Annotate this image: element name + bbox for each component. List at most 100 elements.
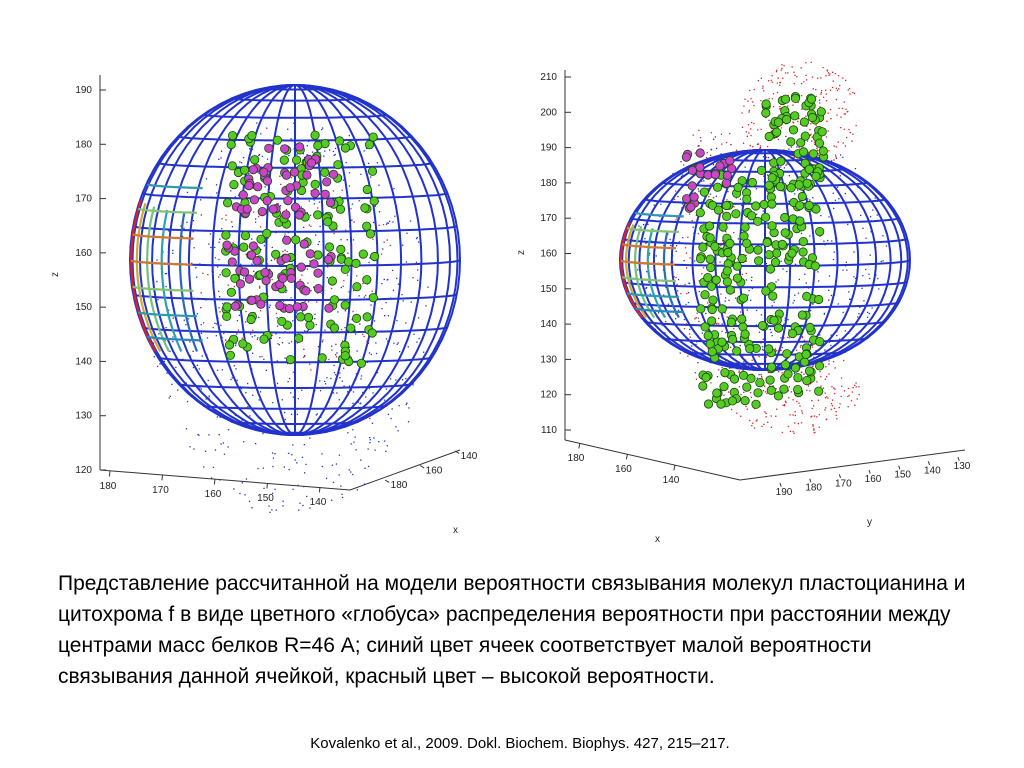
right-density-dot <box>788 386 791 388</box>
right-density-dot <box>826 70 829 72</box>
left-density-dot <box>385 302 387 304</box>
left-density-dot <box>268 505 270 507</box>
right-density-dot <box>705 157 708 159</box>
right-density-dot <box>810 382 812 384</box>
left-density-dot <box>282 500 284 502</box>
right-density-dot <box>683 260 685 262</box>
left-plastocyanin-atom <box>358 249 368 259</box>
left-density-dot <box>245 321 247 323</box>
left-density-dot <box>259 287 261 289</box>
right-density-dot <box>835 157 838 159</box>
left-density-dot <box>241 419 243 421</box>
right-density-dot <box>762 156 765 158</box>
right-density-dot <box>748 132 750 134</box>
left-x-tick-label: 140 <box>310 497 327 508</box>
right-density-dot <box>708 196 710 198</box>
left-density-dot <box>271 492 274 494</box>
right-plastocyanin-atom <box>717 304 727 314</box>
left-density-dot <box>200 332 202 334</box>
left-density-dot <box>165 285 167 288</box>
left-density-dot <box>288 377 291 380</box>
right-density-dot <box>726 316 728 318</box>
right-plastocyanin-atom <box>804 200 814 211</box>
right-density-dot <box>782 404 784 406</box>
left-density-dot <box>220 324 222 326</box>
left-plastocyanin-atom <box>317 353 327 363</box>
right-density-dot <box>715 195 717 197</box>
right-density-dot <box>823 240 825 242</box>
right-plastocyanin-atom <box>695 254 706 264</box>
left-plastocyanin-atom <box>246 314 256 325</box>
left-density-dot <box>215 335 217 337</box>
right-density-dot <box>718 317 720 320</box>
left-density-dot <box>340 485 342 487</box>
left-plastocyanin-atom <box>327 276 337 286</box>
right-density-dot <box>825 136 828 138</box>
right-density-dot <box>674 190 677 192</box>
right-plastocyanin-atom <box>713 182 723 192</box>
right-x-tick-label: 160 <box>615 464 632 475</box>
right-y-tick-mark <box>868 469 871 474</box>
left-plastocyanin-atom <box>324 242 335 252</box>
right-density-dot <box>816 416 818 418</box>
right-plastocyanin-atom <box>804 366 815 376</box>
right-density-dot <box>689 328 691 330</box>
right-density-dot <box>842 269 844 271</box>
left-density-dot <box>349 355 351 357</box>
left-density-dot <box>302 504 304 507</box>
right-density-dot <box>825 376 828 378</box>
right-density-dot <box>865 268 867 271</box>
right-density-dot <box>738 386 741 388</box>
right-density-dot <box>783 323 785 325</box>
right-density-dot <box>838 198 840 200</box>
right-density-dot <box>833 392 836 395</box>
left-density-dot <box>341 493 343 495</box>
left-plastocyanin-atom <box>334 136 345 146</box>
left-density-dot <box>272 457 275 459</box>
left-density-dot <box>201 355 203 357</box>
right-plastocyanin-atom <box>802 178 812 188</box>
right-density-dot <box>762 338 764 340</box>
right-plastocyanin-atom <box>802 375 812 386</box>
left-density-dot <box>156 259 158 261</box>
right-density-dot <box>753 427 756 429</box>
left-density-dot <box>318 241 320 243</box>
right-density-dot <box>807 198 809 200</box>
left-density-dot <box>315 414 317 416</box>
right-density-dot <box>797 120 799 122</box>
right-density-dot <box>675 318 677 320</box>
left-density-dot <box>207 379 209 382</box>
right-density-dot <box>748 111 750 113</box>
right-plastocyanin-atom <box>780 228 790 238</box>
left-density-dot <box>310 369 312 371</box>
left-density-dot <box>337 311 339 313</box>
right-plastocyanin-atom <box>804 164 814 174</box>
right-density-dot <box>712 197 715 199</box>
right-density-dot <box>862 227 864 229</box>
right-density-dot <box>848 128 850 131</box>
left-density-dot <box>259 391 262 393</box>
left-plastocyanin-atom <box>240 165 250 175</box>
left-density-dot <box>395 426 397 428</box>
left-density-dot <box>334 147 337 150</box>
left-density-dot <box>319 225 321 228</box>
right-density-dot <box>847 395 849 398</box>
left-density-dot <box>338 399 340 401</box>
left-depth-tick-mark <box>454 450 460 454</box>
left-plastocyanin-atom <box>352 282 362 292</box>
left-density-dot <box>415 261 418 263</box>
right-z-tick-label: 190 <box>540 143 557 154</box>
left-plastocyanin-atom <box>277 316 287 326</box>
left-density-dot <box>319 152 321 154</box>
right-density-dot <box>779 82 781 84</box>
right-density-dot <box>819 334 821 336</box>
right-longitude-line <box>764 149 903 371</box>
right-density-dot <box>739 198 742 200</box>
left-density-dot <box>284 418 286 421</box>
left-density-dot <box>265 301 267 303</box>
right-plastocyanin-atom <box>754 256 764 266</box>
right-density-dot <box>816 381 818 383</box>
right-density-dot <box>681 203 684 205</box>
right-density-dot <box>814 431 816 434</box>
right-plastocyanin-atom <box>818 146 828 156</box>
